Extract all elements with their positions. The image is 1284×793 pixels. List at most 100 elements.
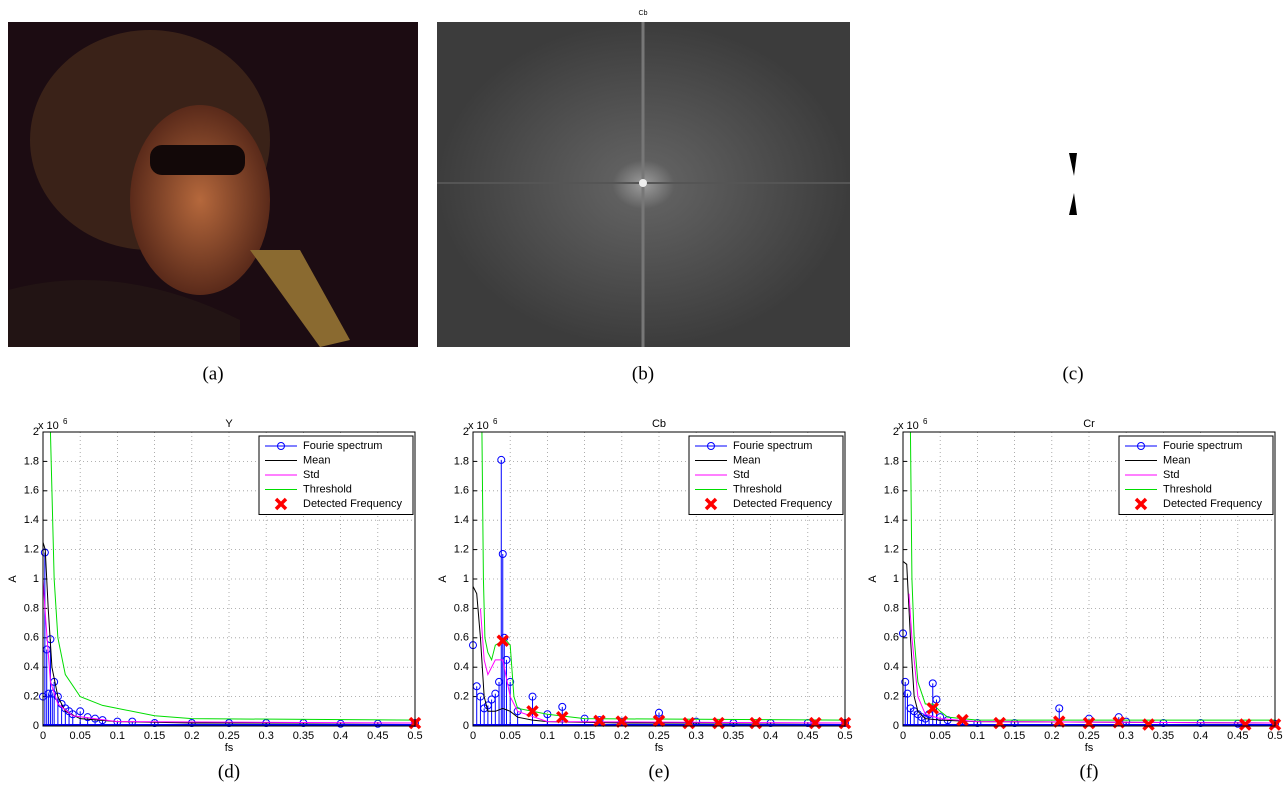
y-exponent: 6 — [923, 417, 928, 426]
legend-label: Std — [303, 469, 320, 481]
marker-cross — [704, 497, 718, 511]
stem-marker — [506, 677, 515, 686]
series-line — [42, 542, 415, 724]
marker-cross — [1053, 715, 1066, 728]
x-tick-label: 0.25 — [648, 730, 669, 742]
marker-cross — [615, 715, 629, 728]
x-tick-label: 0.45 — [797, 730, 818, 742]
detected-marker — [1053, 715, 1066, 728]
chart-title: Cr — [1083, 418, 1095, 430]
stem-marker — [528, 692, 537, 701]
detected-marker — [526, 705, 539, 718]
x-axis-label: fs — [655, 742, 664, 754]
marker-cross — [1239, 718, 1252, 731]
legend-label: Std — [1163, 469, 1180, 481]
x-tick-label: 0.3 — [1119, 730, 1134, 742]
series-line — [481, 431, 846, 721]
marker-cross — [593, 714, 606, 728]
y-tick-label: 1.6 — [884, 485, 899, 497]
caption: (b) — [632, 363, 654, 384]
legend-label: Fourie spectrum — [1163, 440, 1242, 452]
legend-swatch-marker — [277, 442, 285, 450]
series-line — [42, 578, 416, 724]
x-tick-label: 0.1 — [110, 730, 125, 742]
stem-marker — [917, 713, 926, 722]
y-multiplier: x 10 — [898, 420, 919, 432]
caption: (a) — [202, 363, 223, 384]
x-tick-label: 0 — [40, 730, 46, 742]
photo — [8, 22, 418, 347]
stem-marker — [68, 710, 77, 719]
x-tick-label: 0 — [900, 730, 906, 742]
stem-marker — [558, 702, 567, 711]
y-tick-label: 2 — [463, 426, 469, 438]
legend-label: Fourie spectrum — [733, 440, 812, 452]
x-axis-label: fs — [1085, 742, 1094, 754]
x-tick-label: 0.3 — [259, 730, 274, 742]
y-axis-label: A — [437, 575, 449, 583]
y-tick-label: 1 — [893, 573, 899, 585]
series-line — [479, 608, 846, 724]
y-tick-label: 0.8 — [884, 602, 899, 614]
legend-label: Threshold — [1163, 483, 1212, 495]
x-tick-label: 0.05 — [499, 730, 520, 742]
y-tick-label: 1.6 — [24, 485, 39, 497]
y-axis-label: A — [7, 575, 19, 583]
y-tick-label: 1.6 — [454, 485, 469, 497]
legend-swatch — [1134, 497, 1148, 511]
stem-marker — [655, 708, 663, 717]
y-tick-label: 1.2 — [884, 544, 899, 556]
y-tick-label: 0.6 — [454, 632, 469, 644]
x-tick-label: 0.15 — [144, 730, 165, 742]
marker-cross — [556, 710, 569, 724]
marker-cross — [274, 497, 288, 511]
stem-marker — [1010, 719, 1019, 728]
x-tick-label: 0.15 — [574, 730, 595, 742]
legend-swatch — [274, 497, 288, 511]
legend-label: Mean — [303, 454, 331, 466]
y-exponent: 6 — [493, 417, 498, 426]
legend-label: Threshold — [733, 483, 782, 495]
marker-cross — [652, 714, 666, 728]
x-tick-label: 0.2 — [614, 730, 629, 742]
y-multiplier: x 10 — [468, 420, 489, 432]
y-exponent: 6 — [63, 417, 68, 426]
y-tick-label: 0.2 — [24, 691, 39, 703]
x-tick-label: 0.3 — [689, 730, 704, 742]
legend-label: Fourie spectrum — [303, 440, 382, 452]
x-tick-label: 0.4 — [763, 730, 778, 742]
chart-title: Cb — [652, 418, 666, 430]
legend-label: Mean — [733, 454, 761, 466]
chart-title: Y — [225, 418, 233, 430]
stem-marker — [150, 719, 159, 728]
x-axis-label: fs — [225, 742, 234, 754]
y-tick-label: 1.4 — [24, 514, 39, 526]
x-tick-label: 0.1 — [540, 730, 555, 742]
detected-marker — [615, 715, 629, 728]
detected-marker — [1142, 718, 1155, 731]
mask-image — [1069, 153, 1077, 215]
x-tick-label: 0.35 — [1153, 730, 1174, 742]
detected-marker — [593, 714, 606, 728]
detected-marker — [496, 634, 509, 647]
y-multiplier: x 10 — [38, 420, 59, 432]
y-tick-label: 1.8 — [24, 455, 39, 467]
image-title: Cb — [639, 10, 648, 17]
x-tick-label: 0.5 — [407, 730, 422, 742]
y-tick-label: 1.8 — [454, 455, 469, 467]
legend-label: Detected Frequency — [733, 498, 833, 510]
detected-marker — [556, 710, 569, 724]
y-tick-label: 0.4 — [24, 661, 39, 673]
x-tick-label: 0.45 — [1227, 730, 1248, 742]
series-line — [908, 593, 1276, 724]
legend-swatch-marker — [707, 442, 715, 450]
detected-marker — [652, 714, 666, 728]
x-tick-label: 0.4 — [333, 730, 348, 742]
stem-marker — [595, 716, 604, 725]
legend-label: Std — [733, 469, 750, 481]
marker-cross — [526, 705, 539, 718]
x-tick-label: 0.1 — [970, 730, 985, 742]
y-axis-label: A — [867, 575, 879, 583]
caption: (f) — [1080, 761, 1099, 782]
stem-marker — [1055, 704, 1064, 713]
